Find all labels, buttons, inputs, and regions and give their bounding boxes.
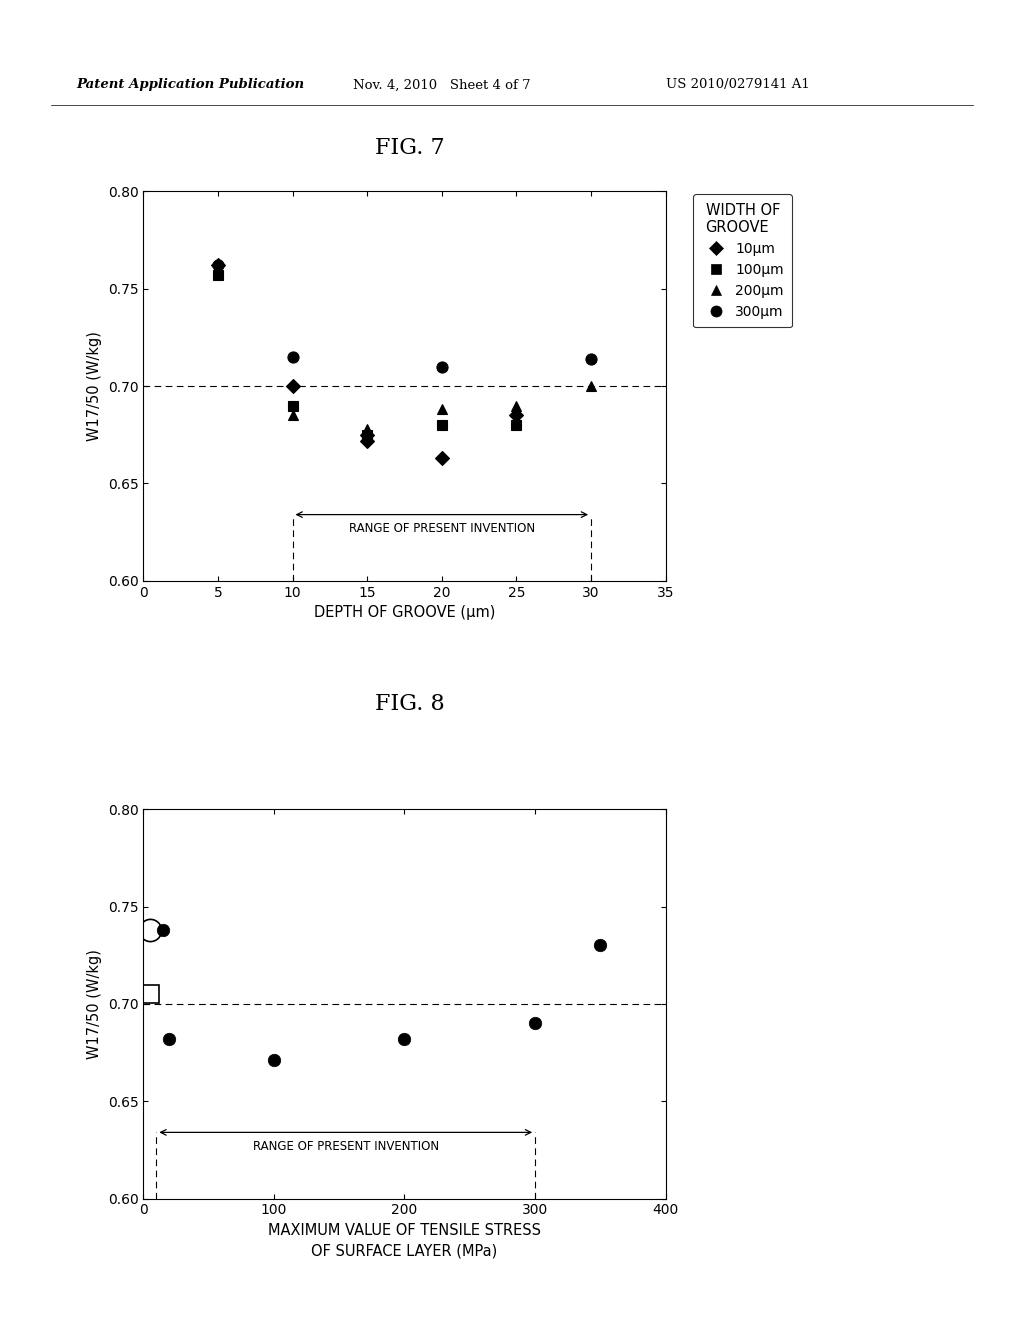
Text: Patent Application Publication: Patent Application Publication <box>77 78 305 91</box>
X-axis label: MAXIMUM VALUE OF TENSILE STRESS
OF SURFACE LAYER (MPa): MAXIMUM VALUE OF TENSILE STRESS OF SURFA… <box>268 1222 541 1259</box>
Text: RANGE OF PRESENT INVENTION: RANGE OF PRESENT INVENTION <box>253 1140 439 1154</box>
Legend: 10μm, 100μm, 200μm, 300μm: 10μm, 100μm, 200μm, 300μm <box>693 194 792 327</box>
Y-axis label: W17/50 (W/kg): W17/50 (W/kg) <box>87 949 102 1059</box>
Text: FIG. 8: FIG. 8 <box>375 693 444 715</box>
Y-axis label: W17/50 (W/kg): W17/50 (W/kg) <box>87 331 102 441</box>
Text: FIG. 7: FIG. 7 <box>375 137 444 160</box>
Text: Nov. 4, 2010   Sheet 4 of 7: Nov. 4, 2010 Sheet 4 of 7 <box>353 78 530 91</box>
Text: RANGE OF PRESENT INVENTION: RANGE OF PRESENT INVENTION <box>349 523 535 536</box>
Text: US 2010/0279141 A1: US 2010/0279141 A1 <box>666 78 809 91</box>
X-axis label: DEPTH OF GROOVE (μm): DEPTH OF GROOVE (μm) <box>313 605 496 620</box>
